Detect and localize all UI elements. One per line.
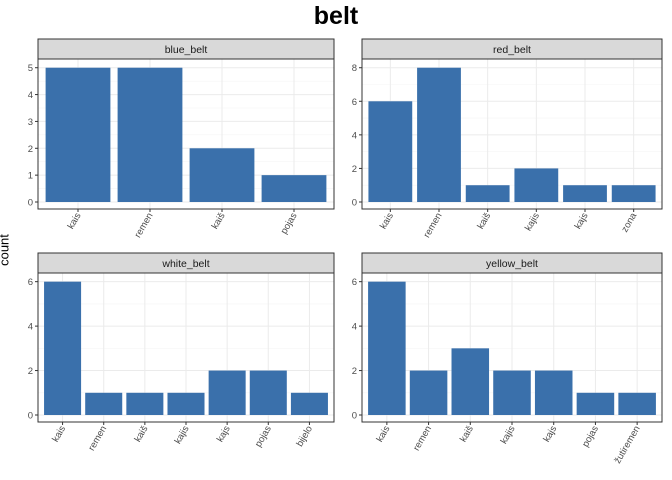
panel-red_belt: red_belt 0 2 4 6 8 kais remen kaiš kajis kajs zona bbox=[352, 38, 663, 240]
x-tick-label: zona bbox=[619, 210, 639, 234]
panel-border bbox=[37, 272, 335, 423]
bar-white_belt-4 bbox=[208, 370, 246, 415]
x-tick-label: kajis bbox=[499, 424, 518, 446]
bar-blue_belt-2 bbox=[189, 148, 255, 202]
bar-red_belt-5 bbox=[611, 185, 656, 202]
y-tick-label: 5 bbox=[28, 63, 33, 74]
x-tick-label: kaiš bbox=[210, 211, 228, 231]
y-tick-label: 0 bbox=[352, 198, 357, 209]
x-tick-label: kajs bbox=[541, 424, 559, 444]
bar-blue_belt-0 bbox=[45, 67, 111, 202]
bar-blue_belt-3 bbox=[261, 175, 327, 202]
y-tick-label: 6 bbox=[28, 277, 33, 288]
x-tick-label: kajs bbox=[215, 424, 233, 444]
x-tick-label: remen bbox=[86, 424, 109, 453]
x-tick-label: kajs bbox=[573, 211, 591, 231]
y-tick-label: 4 bbox=[28, 322, 33, 333]
bar-yellow_belt-4 bbox=[534, 370, 573, 415]
x-tick-label: kais bbox=[378, 211, 396, 231]
bar-yellow_belt-6 bbox=[618, 392, 656, 415]
y-tick-label: 4 bbox=[28, 90, 33, 101]
x-tick-label: žutiremen bbox=[612, 424, 642, 466]
x-tick-label: pojas bbox=[580, 424, 601, 449]
y-tick-label: 6 bbox=[352, 97, 357, 108]
y-tick-label: 6 bbox=[352, 277, 357, 288]
y-tick-label: 2 bbox=[352, 164, 357, 175]
bar-white_belt-5 bbox=[249, 370, 287, 415]
panel-border bbox=[361, 58, 663, 210]
y-tick-label: 2 bbox=[28, 144, 33, 155]
y-tick-label: 3 bbox=[28, 117, 33, 128]
bar-yellow_belt-1 bbox=[409, 370, 448, 415]
bar-red_belt-2 bbox=[465, 185, 510, 202]
bar-yellow_belt-3 bbox=[493, 370, 531, 415]
y-tick-label: 4 bbox=[352, 322, 357, 333]
facet-label: yellow_belt bbox=[486, 258, 538, 270]
facet-label: white_belt bbox=[161, 258, 209, 270]
bar-red_belt-4 bbox=[563, 185, 607, 202]
panel-border bbox=[37, 58, 335, 210]
y-tick-label: 8 bbox=[352, 63, 357, 74]
bar-white_belt-3 bbox=[167, 392, 205, 415]
panel-blue_belt: blue_belt 0 1 2 3 4 5 kais remen kaiš pojas bbox=[28, 38, 335, 240]
x-tick-label: kais bbox=[374, 424, 392, 444]
y-tick-label: 0 bbox=[352, 411, 357, 422]
y-tick-label: 1 bbox=[28, 171, 33, 182]
y-tick-label: 2 bbox=[28, 366, 33, 377]
x-tick-label: bijelo bbox=[294, 424, 315, 449]
x-tick-label: kais bbox=[66, 211, 84, 231]
bar-red_belt-1 bbox=[417, 67, 461, 202]
x-tick-label: remen bbox=[133, 211, 156, 240]
bar-white_belt-2 bbox=[126, 392, 164, 415]
x-tick-label: kais bbox=[50, 424, 68, 444]
bar-red_belt-0 bbox=[368, 101, 413, 202]
bar-yellow_belt-5 bbox=[576, 392, 615, 415]
y-tick-label: 4 bbox=[352, 130, 357, 141]
panel-yellow_belt: yellow_belt 0 2 4 6 kais remen kaiš kajis kajs poj… bbox=[352, 252, 663, 466]
panel-white_belt: white_belt 0 2 4 6 kais remen kaiš kajis kajs poja… bbox=[28, 252, 335, 453]
y-tick-label: 0 bbox=[28, 198, 33, 209]
facet-label: red_belt bbox=[493, 44, 531, 56]
y-tick-label: 2 bbox=[352, 366, 357, 377]
x-tick-label: kaiš bbox=[132, 424, 150, 444]
bar-red_belt-3 bbox=[514, 168, 559, 202]
x-tick-label: kajis bbox=[173, 424, 192, 446]
x-tick-label: pojas bbox=[253, 424, 274, 449]
bar-white_belt-0 bbox=[44, 281, 82, 415]
facet-label: blue_belt bbox=[165, 44, 208, 56]
bar-white_belt-6 bbox=[290, 392, 328, 415]
x-tick-label: kajis bbox=[523, 211, 542, 233]
chart-title: belt bbox=[313, 2, 359, 30]
bar-yellow_belt-2 bbox=[451, 348, 490, 415]
y-tick-label: 0 bbox=[28, 411, 33, 422]
x-tick-label: pojas bbox=[279, 211, 300, 236]
bar-yellow_belt-0 bbox=[368, 281, 406, 415]
x-tick-label: kaiš bbox=[475, 211, 493, 231]
x-tick-label: remen bbox=[422, 211, 445, 240]
bar-white_belt-1 bbox=[85, 392, 123, 415]
x-tick-label: remen bbox=[411, 424, 434, 453]
panel-border bbox=[361, 272, 663, 423]
x-tick-label: kaiš bbox=[458, 424, 476, 444]
bar-blue_belt-1 bbox=[117, 67, 183, 202]
